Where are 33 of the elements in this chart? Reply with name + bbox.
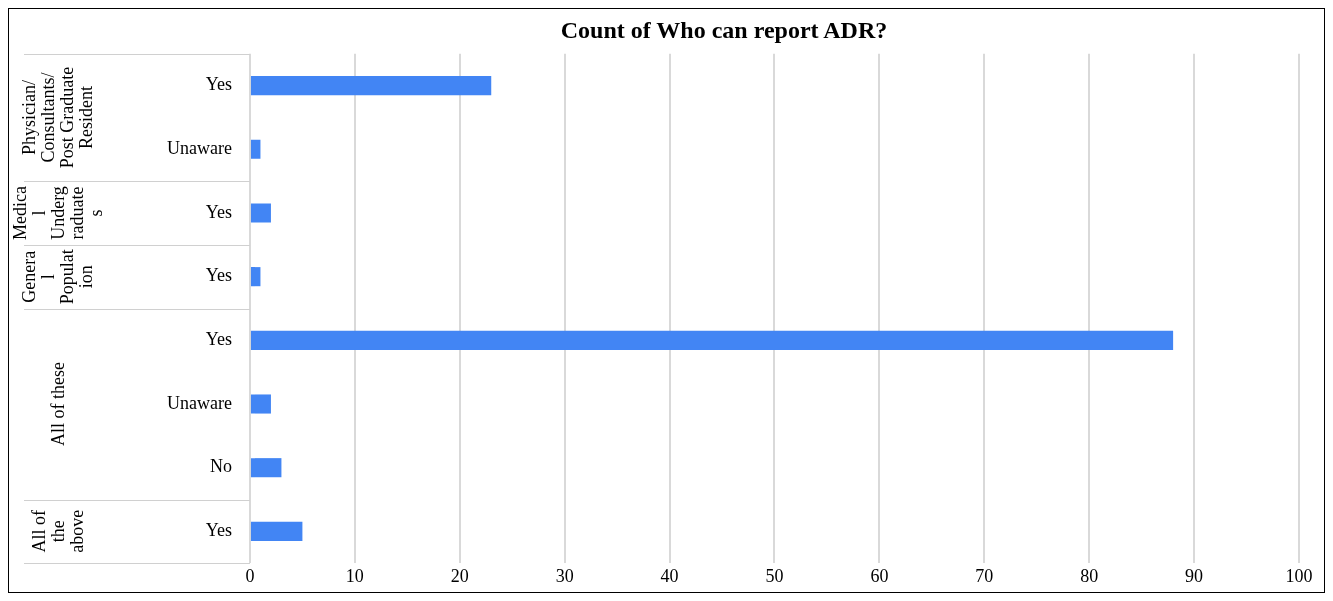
x-tick-label: 100 [1285,565,1313,586]
bar [250,139,261,159]
x-tick-label: 90 [1185,565,1204,586]
bar [250,330,1174,350]
bar [250,76,492,96]
text: All of these [47,362,68,446]
y-tick-label: Yes [205,329,232,350]
x-tick-label: 80 [1080,565,1099,586]
x-tick-label: 70 [975,565,994,586]
bar [250,267,261,287]
chart-title: Count of Who can report ADR? [560,16,888,43]
bar [250,458,282,478]
text: All of the above [28,509,87,553]
x-tick-label: 10 [345,565,364,586]
text: Physician/Consultants/Post Graduate Resident [19,66,97,169]
y-tick-label: Yes [205,201,232,222]
y-tick-label: Yes [205,265,232,286]
text: General Population [19,249,97,305]
y-tick-label: Yes [205,520,232,541]
x-tick-label: 0 [245,565,255,586]
y-tick-label: Unaware [166,138,232,159]
x-tick-label: 50 [765,565,784,586]
x-tick-label: 60 [870,565,889,586]
bar [250,203,271,223]
y-tick-label: Yes [205,74,232,95]
x-tick-label: 40 [660,565,679,586]
x-tick-label: 20 [450,565,469,586]
bar [250,521,303,541]
y-tick-label: Unaware [166,392,232,413]
y-tick-label: No [209,456,232,477]
x-tick-label: 30 [555,565,574,586]
text: Medical Undergraduates [9,186,106,240]
bar [250,394,271,414]
